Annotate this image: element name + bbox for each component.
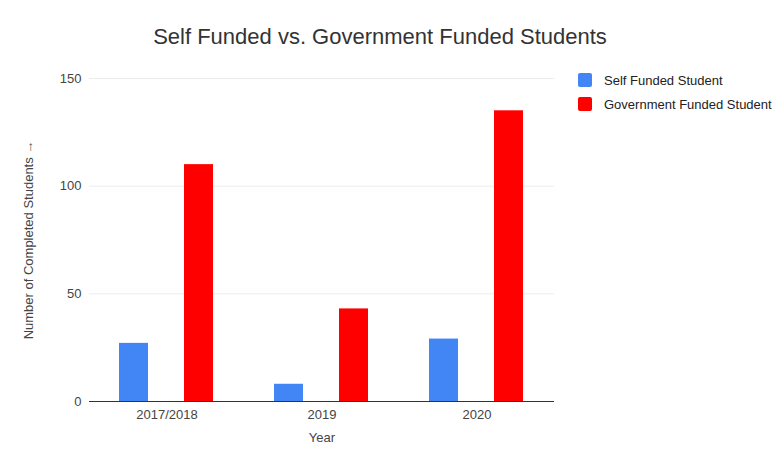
svg-text:0: 0 bbox=[74, 394, 81, 409]
svg-text:2017/2018: 2017/2018 bbox=[136, 407, 197, 422]
svg-text:2019: 2019 bbox=[308, 407, 337, 422]
svg-text:2020: 2020 bbox=[463, 407, 492, 422]
svg-text:100: 100 bbox=[60, 178, 82, 193]
svg-text:50: 50 bbox=[67, 286, 81, 301]
svg-text:Year: Year bbox=[309, 430, 336, 445]
html-text:Self Funded Student: Self Funded Student bbox=[604, 72, 723, 88]
svg-text:150: 150 bbox=[60, 71, 82, 86]
html-text:Self Funded vs. Government Fun: Self Funded vs. Government Funded Studen… bbox=[153, 24, 607, 49]
html-text:Government Funded Student: Government Funded Student bbox=[604, 96, 772, 112]
svg-text:Number of Completed Students →: Number of Completed Students → bbox=[21, 141, 36, 340]
